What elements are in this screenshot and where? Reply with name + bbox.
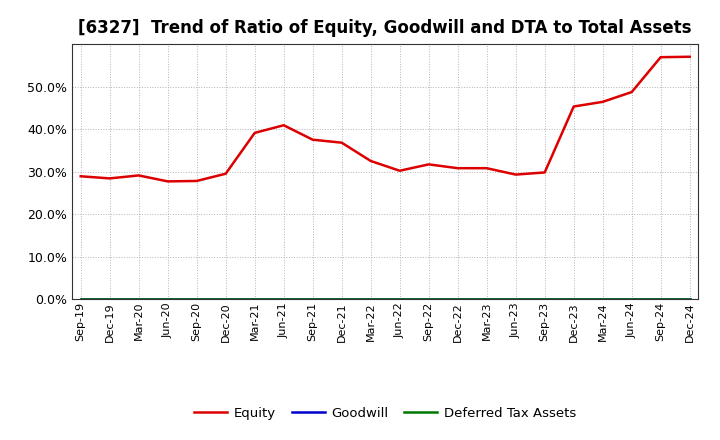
Goodwill — [511, 297, 520, 302]
Goodwill — [76, 297, 85, 302]
Goodwill — [657, 297, 665, 302]
Goodwill — [308, 297, 317, 302]
Goodwill — [338, 297, 346, 302]
Equity — [105, 176, 114, 181]
Deferred Tax Assets — [511, 297, 520, 302]
Equity — [627, 89, 636, 95]
Deferred Tax Assets — [76, 297, 85, 302]
Equity — [598, 99, 607, 104]
Deferred Tax Assets — [163, 297, 172, 302]
Equity — [424, 162, 433, 167]
Goodwill — [541, 297, 549, 302]
Deferred Tax Assets — [251, 297, 259, 302]
Line: Equity: Equity — [81, 57, 690, 181]
Goodwill — [424, 297, 433, 302]
Equity — [570, 104, 578, 109]
Equity — [482, 165, 491, 171]
Equity — [279, 123, 288, 128]
Deferred Tax Assets — [657, 297, 665, 302]
Deferred Tax Assets — [598, 297, 607, 302]
Equity — [163, 179, 172, 184]
Goodwill — [135, 297, 143, 302]
Equity — [192, 178, 201, 183]
Equity — [221, 171, 230, 176]
Goodwill — [482, 297, 491, 302]
Deferred Tax Assets — [424, 297, 433, 302]
Goodwill — [221, 297, 230, 302]
Deferred Tax Assets — [366, 297, 375, 302]
Deferred Tax Assets — [395, 297, 404, 302]
Deferred Tax Assets — [541, 297, 549, 302]
Equity — [685, 54, 694, 59]
Goodwill — [685, 297, 694, 302]
Equity — [338, 140, 346, 145]
Goodwill — [395, 297, 404, 302]
Deferred Tax Assets — [279, 297, 288, 302]
Equity — [657, 55, 665, 60]
Equity — [135, 173, 143, 178]
Equity — [541, 170, 549, 175]
Equity — [366, 158, 375, 164]
Goodwill — [279, 297, 288, 302]
Deferred Tax Assets — [482, 297, 491, 302]
Equity — [454, 165, 462, 171]
Deferred Tax Assets — [105, 297, 114, 302]
Deferred Tax Assets — [308, 297, 317, 302]
Equity — [308, 137, 317, 142]
Goodwill — [454, 297, 462, 302]
Goodwill — [366, 297, 375, 302]
Goodwill — [598, 297, 607, 302]
Legend: Equity, Goodwill, Deferred Tax Assets: Equity, Goodwill, Deferred Tax Assets — [189, 402, 582, 425]
Goodwill — [163, 297, 172, 302]
Deferred Tax Assets — [338, 297, 346, 302]
Goodwill — [192, 297, 201, 302]
Equity — [251, 130, 259, 136]
Goodwill — [105, 297, 114, 302]
Deferred Tax Assets — [570, 297, 578, 302]
Title: [6327]  Trend of Ratio of Equity, Goodwill and DTA to Total Assets: [6327] Trend of Ratio of Equity, Goodwil… — [78, 19, 692, 37]
Deferred Tax Assets — [221, 297, 230, 302]
Goodwill — [251, 297, 259, 302]
Goodwill — [627, 297, 636, 302]
Deferred Tax Assets — [454, 297, 462, 302]
Deferred Tax Assets — [192, 297, 201, 302]
Deferred Tax Assets — [135, 297, 143, 302]
Equity — [395, 168, 404, 173]
Goodwill — [570, 297, 578, 302]
Deferred Tax Assets — [685, 297, 694, 302]
Equity — [511, 172, 520, 177]
Deferred Tax Assets — [627, 297, 636, 302]
Equity — [76, 174, 85, 179]
